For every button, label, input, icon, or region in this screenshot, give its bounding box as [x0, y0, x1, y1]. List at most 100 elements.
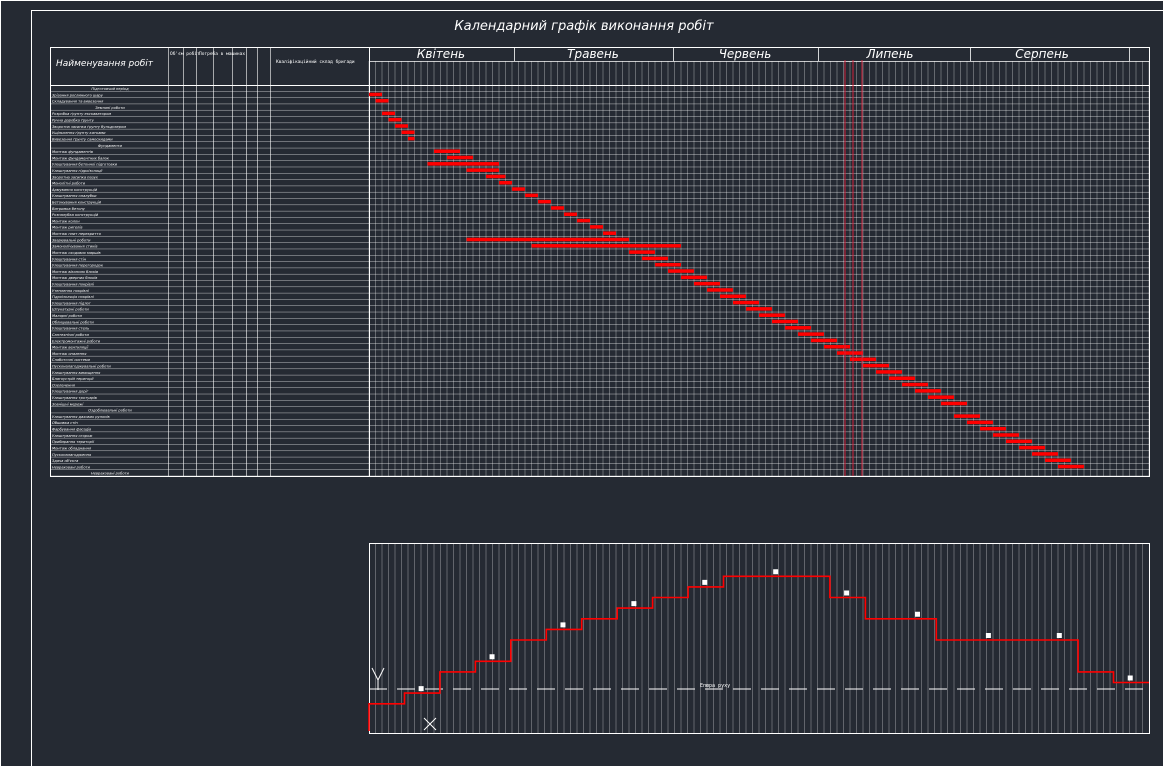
gantt-bar	[1032, 452, 1058, 456]
level-marker	[985, 633, 991, 638]
gantt-bar	[980, 426, 1006, 431]
gantt-bar	[427, 162, 499, 166]
gantt-bar	[1019, 445, 1045, 450]
row-label: Оздоблювальні роботи	[88, 409, 132, 413]
row-label: Зрізання рослинного шару	[52, 93, 104, 97]
composition-header: Кваліфікаційний склад бригади	[276, 58, 355, 65]
workforce-frame	[369, 543, 1150, 734]
gantt-bar	[629, 250, 655, 254]
row-label: Улаштування дахових рулонів	[52, 415, 110, 419]
level-marker	[702, 579, 708, 585]
gantt-bar	[486, 174, 506, 179]
need-header: Потреба в машинах	[199, 50, 245, 57]
gantt-bar	[915, 389, 941, 393]
row-label: Замонолічування стиків	[52, 245, 98, 249]
gantt-bar	[941, 401, 967, 406]
month-label: Липень	[866, 47, 914, 61]
gantt-bar	[531, 244, 681, 248]
gantt-bar	[603, 231, 616, 235]
month-label: Серпень	[1015, 47, 1069, 61]
gantt-bar	[785, 326, 811, 330]
schedule-table: Найменування робіт Об'єм робіт Потреба в…	[50, 47, 1150, 477]
row-label: Обшивка стін	[52, 421, 78, 425]
gantt-bar	[401, 130, 415, 135]
gantt-bar	[395, 124, 408, 128]
gantt-bar	[707, 288, 733, 292]
workforce-label: Епюра руху	[700, 683, 730, 689]
row-label: Облицювальні роботи	[52, 320, 94, 324]
row-label: Монтаж обладнання	[52, 446, 92, 450]
gantt-bar	[733, 300, 759, 305]
row-label: Монтаж колон	[52, 219, 80, 223]
row-label: Улаштування доріг	[52, 390, 88, 394]
row-label: Зовнішні мережі	[52, 402, 83, 406]
gantt-bar	[967, 420, 993, 425]
row-label: Монтаж фундаментів	[52, 150, 93, 154]
row-label: Штукатурні роботи	[52, 308, 89, 312]
gantt-bar	[811, 338, 837, 343]
row-label: Монтаж сходових маршів	[52, 251, 101, 255]
gantt-bar	[388, 117, 402, 122]
row-label: Армування конструкцій	[51, 188, 98, 192]
workforce-chart: Епюра руху	[368, 543, 1150, 734]
gantt-bars	[369, 92, 1084, 469]
gantt-bar	[850, 357, 876, 362]
row-label: Розпалубка конструкцій	[52, 213, 99, 217]
gantt-bar	[668, 269, 694, 273]
row-label: Ручна доробка ґрунту	[52, 119, 95, 123]
month-label: Червень	[719, 47, 772, 61]
workforce-curve	[368, 575, 1149, 731]
row-label: Зворотна засипка ґрунту бульдозером	[52, 125, 126, 129]
gantt-bar	[876, 370, 902, 374]
month-headers: Квітень Травень Червень Липень Серпень	[417, 47, 1069, 61]
gantt-bar	[590, 225, 603, 229]
row-label: Монолітні роботи	[52, 182, 86, 186]
work-rows: Підготовчий період Зрізання рослинного ша…	[50, 87, 1149, 477]
row-label: Пусконалагоджувальні роботи	[52, 364, 111, 368]
row-label: Улаштування опалубки	[52, 194, 97, 198]
workforce-markers	[418, 569, 1133, 692]
row-label: Улаштування стін	[52, 257, 87, 261]
gantt-grid	[50, 47, 1150, 476]
row-label: Улаштування покрівлі	[52, 283, 94, 287]
month-label: Квітень	[417, 47, 465, 61]
row-label: Сантехнічні роботи	[52, 333, 89, 337]
gantt-bar	[375, 99, 389, 103]
row-label: Невраховані роботи	[91, 472, 130, 476]
gantt-bar	[1045, 458, 1071, 462]
level-marker	[418, 686, 424, 692]
gantt-bar	[954, 414, 980, 418]
gantt-bar	[902, 382, 928, 387]
level-marker	[844, 590, 850, 596]
row-label: Малярні роботи	[52, 314, 83, 318]
row-label: Електромонтажні роботи	[52, 339, 101, 343]
gantt-bar	[538, 199, 551, 204]
row-label: Монтаж віконних блоків	[52, 270, 98, 274]
row-label: Підготовчий період	[91, 87, 129, 91]
row-label: Складування та вивезення	[52, 100, 104, 104]
level-marker	[1127, 675, 1133, 681]
level-marker	[489, 654, 495, 660]
row-label: Гідроізоляція покрівлі	[52, 295, 94, 299]
gantt-bar	[382, 111, 395, 116]
row-label: Улаштування бетонної підготовки	[52, 163, 118, 167]
level-marker	[560, 622, 566, 628]
gantt-bar	[466, 237, 629, 242]
row-label: Монтаж дверних блоків	[52, 276, 97, 280]
gantt-bar	[681, 275, 707, 280]
row-label: Утеплення покрівлі	[52, 289, 89, 293]
row-label: Ущільнення ґрунту катками	[52, 131, 106, 135]
row-label: Улаштування стель	[52, 327, 89, 331]
level-marker	[631, 601, 637, 607]
row-label: Озеленення	[52, 383, 76, 387]
row-label: Улаштування перегородок	[52, 264, 104, 268]
gantt-bar	[408, 136, 415, 141]
table-border	[50, 47, 1150, 477]
workforce-grid	[375, 543, 1143, 733]
gantt-bar	[655, 262, 681, 267]
gantt-bar	[772, 319, 798, 324]
row-label: Благоустрій території	[52, 377, 94, 381]
gantt-bar	[889, 376, 915, 381]
gantt-bar	[694, 281, 720, 286]
